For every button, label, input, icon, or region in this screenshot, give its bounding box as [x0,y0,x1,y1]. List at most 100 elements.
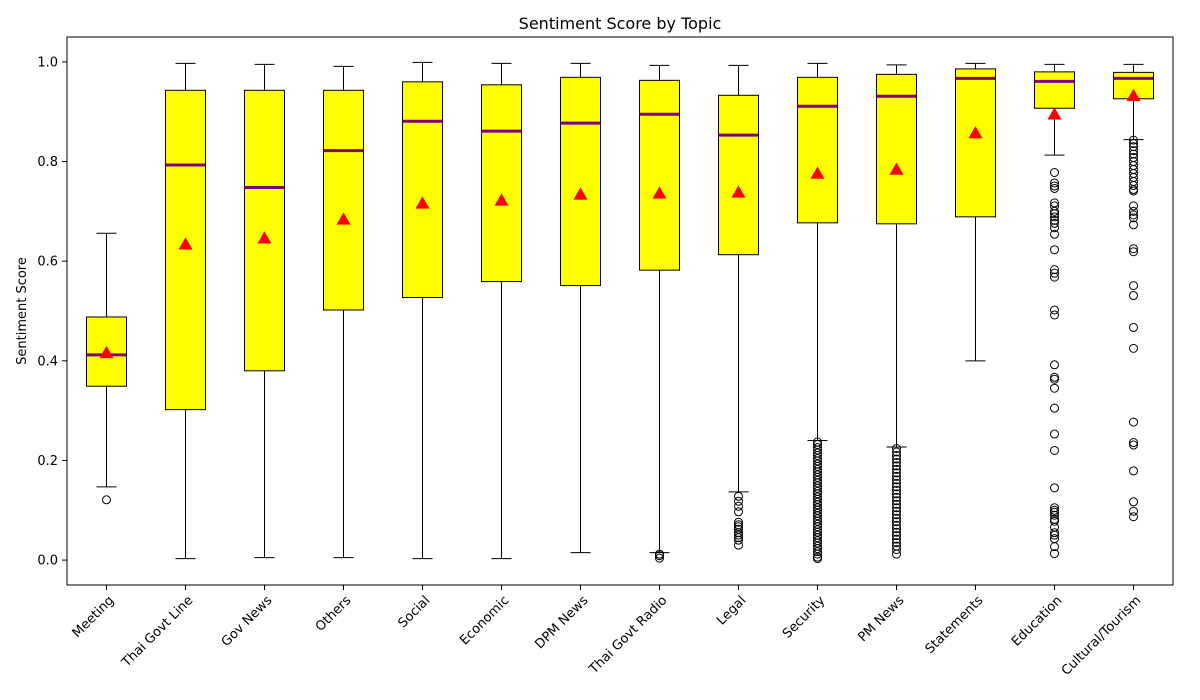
mean-marker [968,126,983,139]
outlier-point [1129,142,1138,152]
box-group [323,65,364,559]
outlier-point [1050,507,1059,517]
y-tick-label: 0.8 [37,155,58,170]
x-tick-label: Education [1009,593,1065,649]
outlier-point [892,538,901,548]
outlier-point [1050,445,1059,455]
x-tick-label: Statements [923,593,987,657]
mean-marker [178,237,193,250]
outlier-point [892,461,901,471]
outlier-point [1129,146,1138,156]
outlier-point [892,506,901,516]
outlier-point [1050,374,1059,384]
chart-title: Sentiment Score by Topic [519,14,722,33]
outlier-point [1050,310,1059,320]
outlier-point [1129,213,1138,223]
outlier-point [1129,497,1138,507]
iqr-box [165,89,206,411]
mean-marker [494,193,509,206]
outlier-point [1129,244,1138,254]
outlier-point [734,528,743,538]
box-group [876,64,917,559]
y-tick-label: 0.2 [37,454,58,469]
outlier-point [1050,272,1059,282]
outlier-point [892,510,901,520]
x-tick-label: Thai Govt Radio [586,593,670,677]
outlier-point [1129,180,1138,190]
x-tick-label: Gov News [219,593,276,650]
outlier-point [892,450,901,460]
outlier-point [1050,510,1059,520]
outlier-point [1050,183,1059,193]
mean-marker [731,185,746,198]
x-tick-label: Meeting [70,593,118,641]
outlier-point [1129,417,1138,427]
x-tick-label: Cultural/Tourism [1059,593,1144,678]
outlier-point [892,520,901,530]
outlier-point [1050,503,1059,513]
x-tick-label: Legal [714,593,749,628]
box-group [244,63,285,559]
mean-marker [889,162,904,175]
box-group [560,62,601,554]
outlier-point [1050,218,1059,228]
outlier-point [1050,268,1059,278]
mean-marker [573,187,588,200]
outlier-point [892,471,901,481]
y-tick-label: 0.4 [37,354,58,369]
plot-area [86,61,1154,564]
outlier-point [892,531,901,541]
outlier-point [1050,215,1059,225]
outlier-point [1050,168,1059,178]
outlier-point [1050,516,1059,526]
x-tick-label: Security [780,593,829,642]
outlier-point [1050,483,1059,493]
outlier-point [892,447,901,457]
outlier-point [1129,281,1138,291]
y-axis-label: Sentiment Score [15,257,30,365]
outlier-point [734,491,743,501]
outlier-point [1050,429,1059,439]
iqr-box [402,81,443,299]
outlier-point [1129,139,1138,149]
iqr-box [244,89,285,372]
outlier-point [1050,206,1059,216]
outlier-point [655,553,664,563]
outlier-point [1129,210,1138,220]
outlier-point [892,454,901,464]
x-tick-label: DPM News [532,593,591,652]
outlier-point [892,482,901,492]
outlier-point [102,495,111,505]
outlier-point [734,517,743,527]
outlier-point [1129,247,1138,257]
mean-marker [1126,88,1141,102]
outlier-point [1129,322,1138,332]
outlier-point [1129,135,1138,145]
box-group [481,62,522,560]
outlier-point [1129,291,1138,301]
iqr-box [481,84,522,283]
outlier-point [892,485,901,495]
plot-frame [66,36,1174,586]
outlier-point [1050,212,1059,222]
box-group [1113,63,1154,522]
outlier-point [1129,206,1138,216]
outlier-point [813,549,822,559]
outlier-point [892,499,901,509]
iqr-box [1034,71,1075,109]
outlier-point [734,496,743,506]
outlier-point [1129,201,1138,211]
outlier-point [1050,305,1059,315]
box-group [955,62,996,362]
outlier-point [734,501,743,511]
box-group [1034,63,1075,559]
x-tick-label: Social [395,593,433,631]
outlier-point [892,468,901,478]
outlier-point [1050,528,1059,538]
outlier-point [655,551,664,561]
outlier-point [734,507,743,517]
outlier-point [1129,149,1138,159]
mean-marker [810,166,825,179]
outlier-point [734,533,743,543]
